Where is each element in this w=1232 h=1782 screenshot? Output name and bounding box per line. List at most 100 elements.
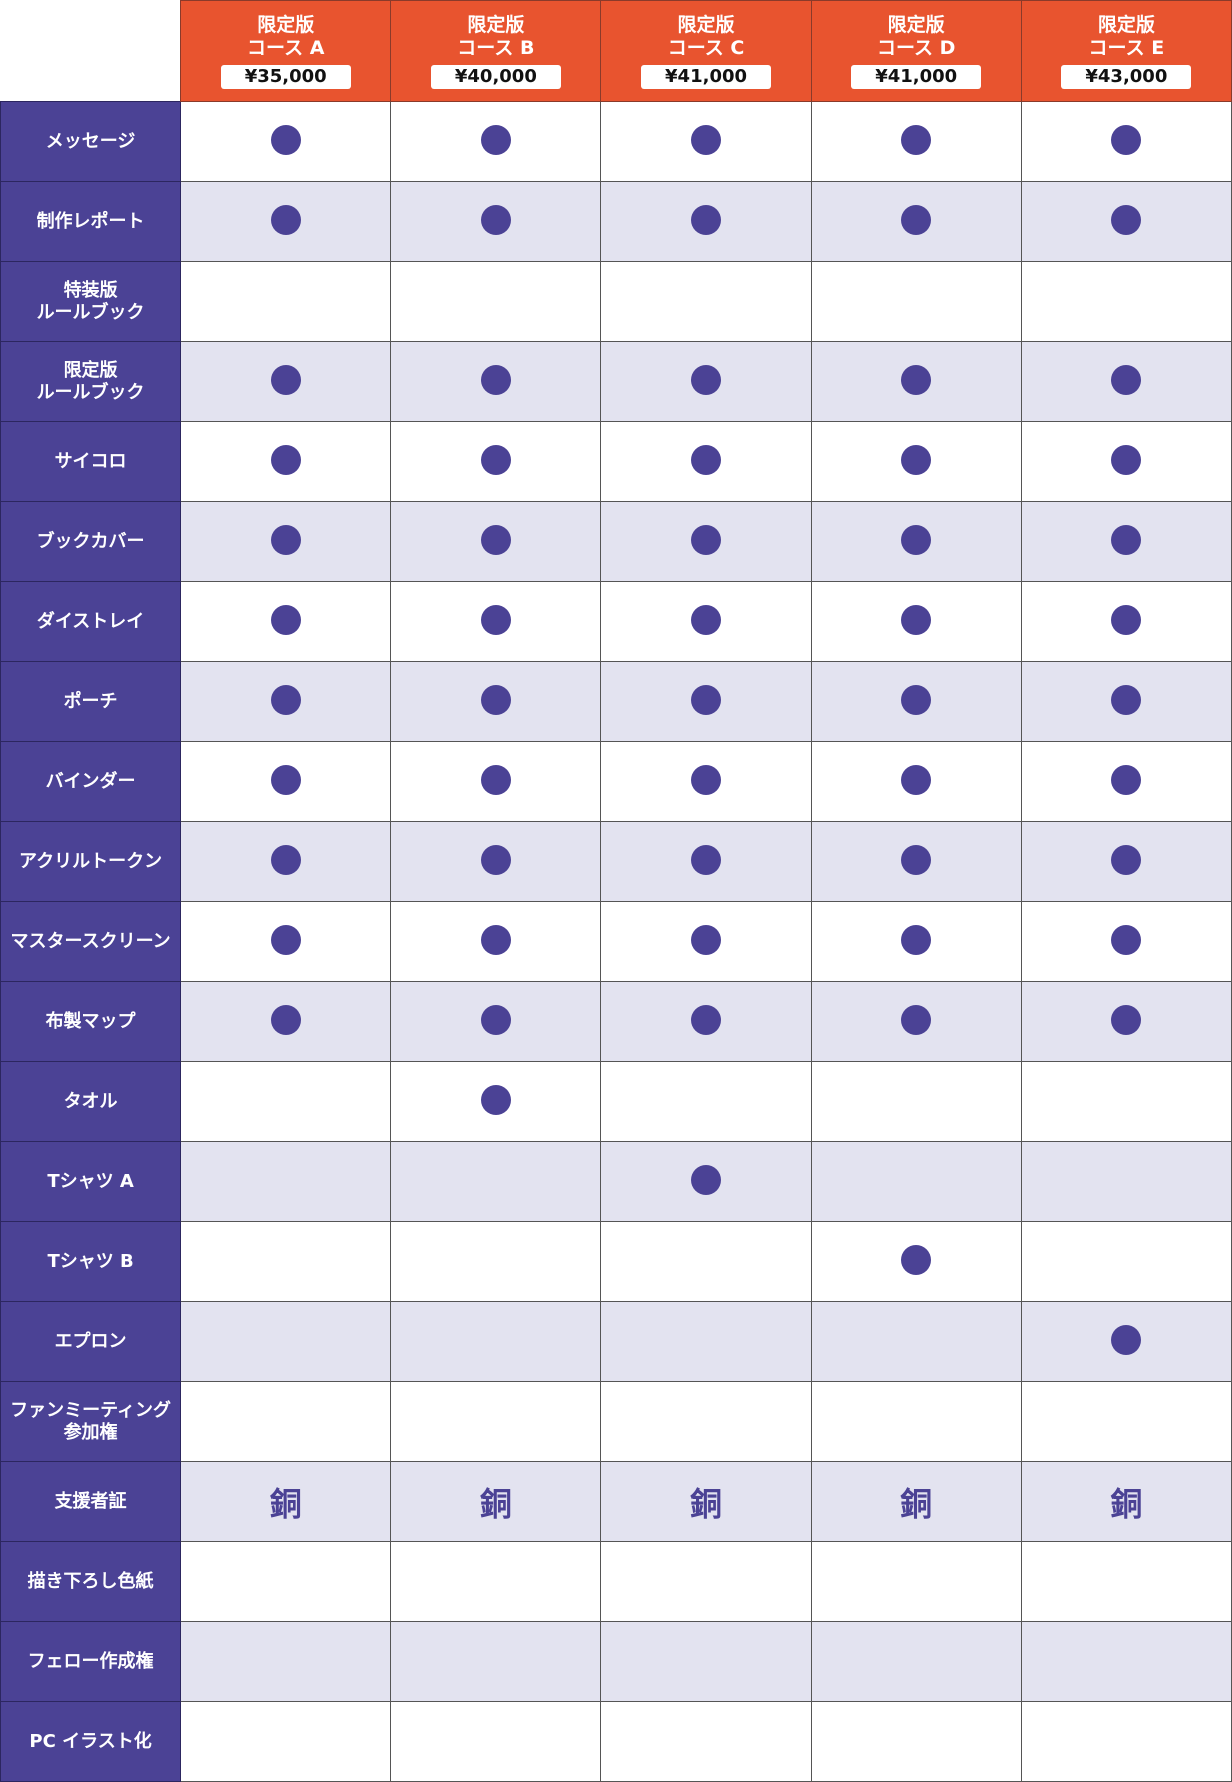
table-cell xyxy=(180,421,392,502)
included-dot-icon xyxy=(691,1004,722,1035)
table-cell xyxy=(600,101,812,182)
table-cell xyxy=(390,1221,602,1302)
table-cell xyxy=(600,901,812,982)
course-edition: 限定版 xyxy=(1097,13,1155,36)
course-name: コース E xyxy=(1088,36,1165,59)
course-name: コース C xyxy=(667,36,745,59)
table-cell xyxy=(810,101,1022,182)
table-row: ファンミーティング 参加権 xyxy=(0,1381,1232,1462)
included-dot-icon xyxy=(691,684,722,715)
table-cell xyxy=(1020,421,1232,502)
table-cell xyxy=(390,1541,602,1622)
included-dot-icon xyxy=(1111,604,1142,635)
table-cell xyxy=(810,1621,1022,1702)
included-dot-icon xyxy=(480,604,511,635)
course-name: コース D xyxy=(876,36,956,59)
table-cell xyxy=(180,341,392,422)
table-cell xyxy=(390,661,602,742)
table-cell xyxy=(600,501,812,582)
course-edition: 限定版 xyxy=(887,13,945,36)
included-dot-icon xyxy=(270,1004,301,1035)
table-cell xyxy=(180,1381,392,1462)
row-label: アクリルトークン xyxy=(0,821,182,902)
table-cell xyxy=(810,181,1022,262)
row-label: 制作レポート xyxy=(0,181,182,262)
table-cell xyxy=(810,261,1022,342)
table-row: 布製マップ xyxy=(0,981,1232,1062)
course-price: ¥41,000 xyxy=(641,64,772,89)
included-dot-icon xyxy=(691,924,722,955)
table-row: バインダー xyxy=(0,741,1232,822)
included-dot-icon xyxy=(901,1244,932,1275)
row-label: Tシャツ B xyxy=(0,1221,182,1302)
included-dot-icon xyxy=(480,364,511,395)
table-cell xyxy=(600,421,812,502)
table-cell xyxy=(810,981,1022,1062)
included-dot-icon xyxy=(691,844,722,875)
table-cell xyxy=(180,501,392,582)
table-cell: 銅 xyxy=(180,1461,392,1542)
table-row: サイコロ xyxy=(0,421,1232,502)
included-dot-icon xyxy=(1111,444,1142,475)
table-row: マスタースクリーン xyxy=(0,901,1232,982)
table-cell xyxy=(1020,1621,1232,1702)
table-cell xyxy=(600,1221,812,1302)
included-dot-icon xyxy=(901,444,932,475)
included-dot-icon xyxy=(480,684,511,715)
table-cell xyxy=(390,1381,602,1462)
table-cell xyxy=(600,1541,812,1622)
included-dot-icon xyxy=(270,364,301,395)
included-dot-icon xyxy=(1111,124,1142,155)
table-cell xyxy=(390,1621,602,1702)
table-cell xyxy=(810,1221,1022,1302)
table-cell xyxy=(180,581,392,662)
table-cell xyxy=(600,821,812,902)
table-row: 制作レポート xyxy=(0,181,1232,262)
row-label: バインダー xyxy=(0,741,182,822)
table-cell xyxy=(810,1701,1022,1782)
included-dot-icon xyxy=(270,124,301,155)
course-price: ¥35,000 xyxy=(220,64,351,89)
table-cell xyxy=(390,1141,602,1222)
table-cell xyxy=(390,341,602,422)
table-cell xyxy=(600,741,812,822)
row-label: エプロン xyxy=(0,1301,182,1382)
included-dot-icon xyxy=(270,684,301,715)
table-cell xyxy=(390,421,602,502)
course-header-e: 限定版 コース E ¥43,000 xyxy=(1020,0,1232,102)
table-cell xyxy=(600,581,812,662)
included-dot-icon xyxy=(691,1164,722,1195)
table-cell: 銅 xyxy=(600,1461,812,1542)
included-dot-icon xyxy=(480,1004,511,1035)
row-label: 描き下ろし色紙 xyxy=(0,1541,182,1622)
table-cell xyxy=(180,1701,392,1782)
course-edition: 限定版 xyxy=(677,13,735,36)
table-cell xyxy=(1020,101,1232,182)
table-cell xyxy=(1020,1381,1232,1462)
course-price: ¥40,000 xyxy=(430,64,561,89)
included-dot-icon xyxy=(691,124,722,155)
table-row: 限定版 ルールブック xyxy=(0,341,1232,422)
table-cell xyxy=(1020,901,1232,982)
table-cell xyxy=(1020,581,1232,662)
table-row: PC イラスト化 xyxy=(0,1701,1232,1782)
course-price: ¥41,000 xyxy=(851,64,982,89)
included-dot-icon xyxy=(691,204,722,235)
included-dot-icon xyxy=(480,844,511,875)
included-dot-icon xyxy=(480,764,511,795)
table-cell xyxy=(1020,1141,1232,1222)
table-cell xyxy=(180,1301,392,1382)
table-cell xyxy=(1020,741,1232,822)
included-dot-icon xyxy=(270,844,301,875)
table-cell xyxy=(390,901,602,982)
course-header-c: 限定版 コース C ¥41,000 xyxy=(600,0,812,102)
table-row: 支援者証 銅 銅 銅 銅 銅 xyxy=(0,1461,1232,1542)
included-dot-icon xyxy=(480,444,511,475)
included-dot-icon xyxy=(901,764,932,795)
table-cell xyxy=(600,1621,812,1702)
table-cell xyxy=(180,741,392,822)
course-edition: 限定版 xyxy=(467,13,525,36)
table-cell xyxy=(180,1221,392,1302)
table-cell xyxy=(600,1701,812,1782)
table-row: エプロン xyxy=(0,1301,1232,1382)
